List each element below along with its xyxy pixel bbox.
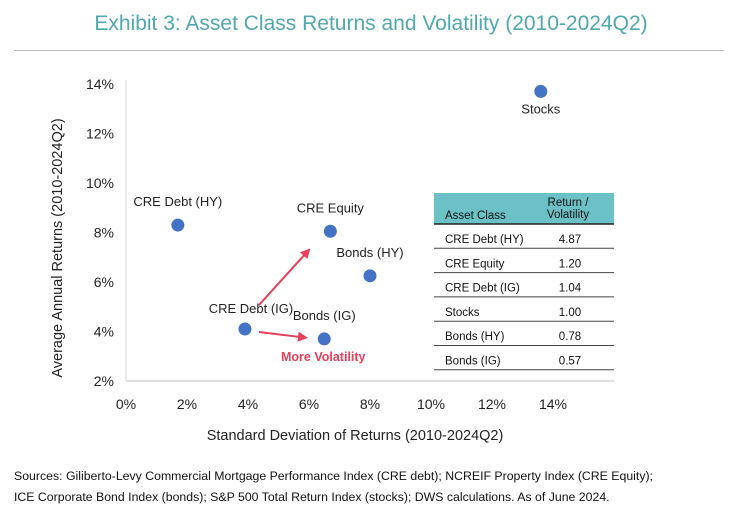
more-volatility-annotation: More Volatility bbox=[281, 350, 366, 364]
table-header-asset-class: Asset Class bbox=[445, 210, 506, 222]
table-header-ratio-line-2: Volatility bbox=[547, 209, 589, 221]
chart-title: Exhibit 3: Asset Class Returns and Volat… bbox=[94, 12, 648, 35]
scatter-chart: 0% 2% 4% 6% 8% 10% 12% 14% 2%4%6%8%10%12%14% St… bbox=[50, 76, 614, 444]
table-header-bg bbox=[434, 193, 614, 224]
y-tick-labels: 2% 4% 6% 8% 10% 12% 14% bbox=[86, 76, 114, 389]
y-tick-label: 14% bbox=[86, 76, 114, 92]
sources-line-1: Sources: Giliberto-Levy Commercial Mortg… bbox=[14, 469, 653, 483]
point-bonds-hy bbox=[363, 269, 377, 283]
table-cell-asset: Stocks bbox=[445, 307, 480, 319]
table-cell-asset: Bonds (HY) bbox=[445, 331, 505, 343]
point-label-bonds-hy: Bonds (HY) bbox=[336, 245, 403, 260]
axes bbox=[125, 80, 614, 382]
y-tick-label: 12% bbox=[86, 126, 114, 142]
table-cell-asset: Bonds (IG) bbox=[445, 356, 501, 368]
table-cell-ratio: 0.57 bbox=[559, 356, 581, 368]
table-cell-ratio: 0.78 bbox=[559, 331, 581, 343]
table-cell-ratio: 1.04 bbox=[559, 283, 582, 295]
point-stocks bbox=[534, 84, 548, 98]
point-label-cre-debt-ig: CRE Debt (IG) bbox=[209, 301, 294, 316]
x-tick-labels: 0% 2% 4% 6% 8% 10% 12% 14% bbox=[116, 396, 567, 412]
table-cell-asset: CRE Equity bbox=[445, 258, 505, 270]
arrow-to-cre-equity bbox=[258, 248, 311, 306]
x-tick-label: 0% bbox=[116, 396, 136, 412]
sources-note: Sources: Giliberto-Levy Commercial Mortg… bbox=[14, 466, 734, 508]
y-tick-label: 4% bbox=[94, 324, 114, 340]
x-tick-label: 12% bbox=[478, 396, 506, 412]
y-axis-label: Average Annual Returns (2010-2024Q2) bbox=[50, 118, 66, 377]
x-tick-label: 2% bbox=[177, 396, 197, 412]
y-tick-label: 8% bbox=[94, 225, 114, 241]
point-label-stocks: Stocks bbox=[521, 101, 561, 116]
title-divider bbox=[14, 50, 724, 51]
volatility-arrows bbox=[258, 248, 311, 342]
table-cell-ratio: 1.00 bbox=[559, 307, 581, 319]
sources-line-2: ICE Corporate Bond Index (bonds); S&P 50… bbox=[14, 490, 610, 504]
table-header-ratio-line-1: Return / bbox=[548, 197, 590, 209]
x-tick-label: 8% bbox=[360, 396, 380, 412]
return-volatility-table: Asset Class Return / Volatility CRE Debt (H… bbox=[434, 193, 614, 371]
point-cre-debt-hy bbox=[171, 218, 185, 232]
data-points: Stocks CRE Debt (HY) CRE Equity Bonds (HY) C… bbox=[133, 84, 561, 346]
y-tick-label: 6% bbox=[94, 274, 114, 290]
table-cell-asset: CRE Debt (HY) bbox=[445, 234, 524, 246]
y-tick-label: 2% bbox=[94, 373, 114, 389]
x-tick-label: 4% bbox=[238, 396, 258, 412]
point-label-cre-equity: CRE Equity bbox=[297, 200, 365, 215]
arrow-to-bonds-ig bbox=[258, 331, 308, 342]
table-cell-asset: CRE Debt (IG) bbox=[445, 283, 520, 295]
table-cell-ratio: 1.20 bbox=[559, 258, 581, 270]
x-axis-label: Standard Deviation of Returns (2010-2024… bbox=[207, 428, 504, 444]
x-tick-label: 14% bbox=[539, 396, 567, 412]
point-label-bonds-ig: Bonds (IG) bbox=[293, 308, 356, 323]
x-tick-label: 10% bbox=[417, 396, 445, 412]
table-cell-ratio: 4.87 bbox=[559, 234, 581, 246]
point-bonds-ig bbox=[317, 332, 331, 346]
x-tick-label: 6% bbox=[299, 396, 319, 412]
point-label-cre-debt-hy: CRE Debt (HY) bbox=[133, 194, 222, 209]
point-cre-debt-ig bbox=[238, 322, 252, 336]
table-header-ratio: Return / Volatility bbox=[547, 197, 589, 221]
point-cre-equity bbox=[323, 224, 337, 238]
y-tick-label: 10% bbox=[86, 175, 114, 191]
